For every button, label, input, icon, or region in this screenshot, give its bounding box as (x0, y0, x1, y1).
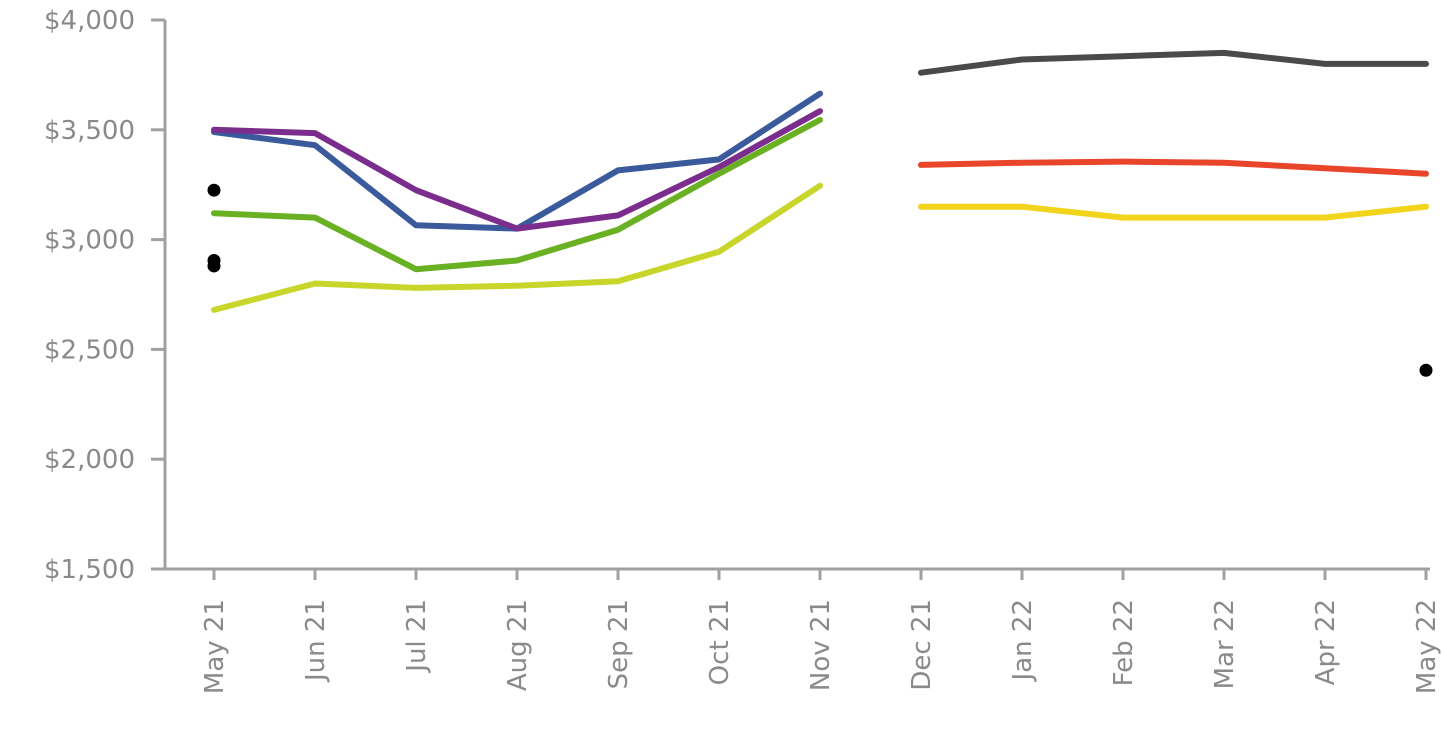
series-line-4 (211, 182, 823, 313)
y-tick-label: $2,500 (44, 335, 135, 365)
x-tick-label: Dec 21 (907, 599, 937, 691)
x-tick-label: Oct 21 (705, 599, 735, 685)
x-tick-label: Aug 21 (503, 599, 533, 691)
x-tick-label: Apr 22 (1311, 599, 1341, 685)
series-layer (211, 49, 1429, 313)
axes (151, 18, 1430, 580)
x-tick-label: Sep 21 (604, 599, 634, 689)
series-line-2 (211, 108, 823, 232)
series-line-3 (211, 116, 823, 273)
series-line-6 (918, 158, 1429, 177)
data-point-1 (207, 183, 221, 197)
data-point-3 (207, 259, 221, 273)
y-tick-label: $4,000 (44, 6, 135, 36)
data-point-4 (1419, 363, 1433, 377)
y-tick-label: $3,000 (44, 226, 135, 256)
x-tick-label: Nov 21 (806, 599, 836, 691)
points-layer (207, 183, 1433, 377)
y-tick-label: $3,500 (44, 116, 135, 146)
x-tick-label: May 21 (200, 599, 230, 694)
x-tick-label: Mar 22 (1210, 599, 1240, 689)
x-tick-label: Jul 21 (402, 599, 432, 674)
y-tick-label: $2,000 (44, 445, 135, 475)
x-tick-label: Feb 22 (1109, 599, 1139, 686)
y-tick-labels: $4,000 $3,500 $3,000 $2,500 $2,000 $1,500 (44, 6, 135, 585)
series-line-5 (918, 49, 1429, 76)
x-tick-label: May 22 (1412, 599, 1442, 694)
x-tick-labels: May 21 Jun 21 Jul 21 Aug 21 Sep 21 Oct 21 Nov … (200, 599, 1442, 694)
series-line-7 (918, 203, 1429, 221)
y-tick-label: $1,500 (44, 555, 135, 585)
x-tick-label: Jun 21 (301, 599, 331, 683)
x-tick-label: Jan 22 (1008, 599, 1038, 682)
